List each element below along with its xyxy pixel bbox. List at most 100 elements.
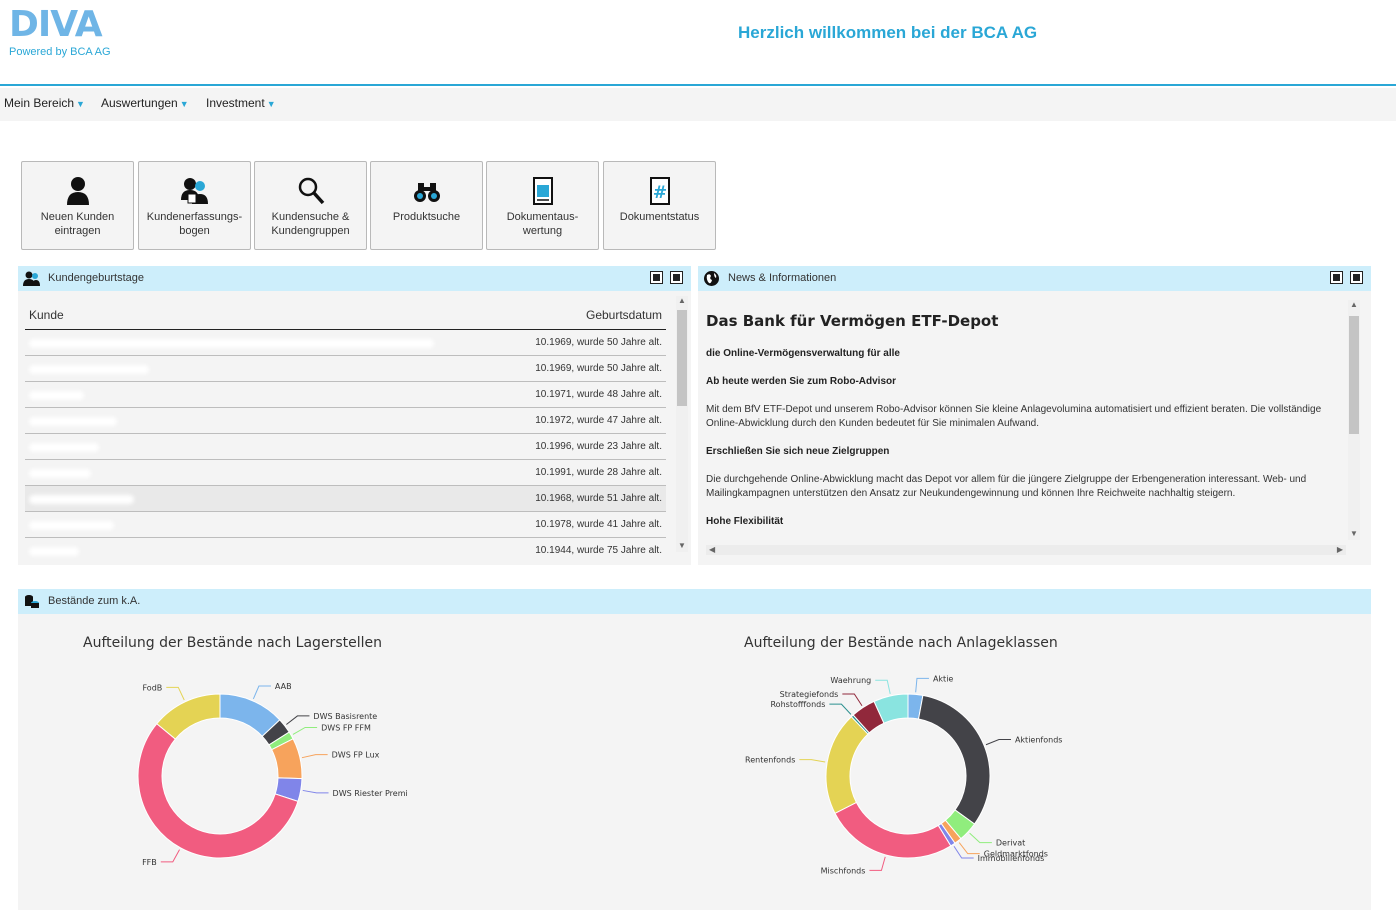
vertical-scrollbar[interactable]: ▲ ▼ [676,296,688,552]
donut-slice-ffb[interactable] [137,723,299,859]
table-row[interactable]: 10.1991, wurde 28 Jahre alt. [25,460,666,486]
vertical-scrollbar[interactable]: ▲ ▼ [1348,300,1360,540]
chevron-down-icon: ▼ [179,99,189,109]
table-row[interactable]: 10.1996, wurde 23 Jahre alt. [25,434,666,460]
label-connector [160,849,180,863]
nav-auswertungen[interactable]: Auswertungen ▼ [101,96,189,110]
redacted-name [29,391,84,400]
welcome-title: Herzlich willkommen bei der BCA AG [738,23,1038,42]
birthdate-cell: 10.1968, wurde 51 Jahre alt. [535,493,662,504]
chevron-down-icon: ▼ [266,99,276,109]
birthdate-cell: 10.1996, wurde 23 Jahre alt. [535,441,662,452]
scrollbar-thumb[interactable] [1349,316,1359,434]
minimize-icon[interactable] [1330,271,1343,284]
column-header-customer[interactable]: Kunde [29,308,64,322]
tile-label: Kundengruppen [271,225,350,237]
donut-slice-rentenfonds[interactable] [825,715,869,815]
donut-slice-waehrung[interactable] [873,693,909,724]
tile-label: Produktsuche [392,211,461,223]
tile-label: Kundensuche & [271,211,350,223]
tile-customer-form[interactable]: Kundenerfassungs-bogen [138,161,251,250]
panel-title: Bestände zum k.A. [48,595,141,607]
label-connector [799,759,826,763]
slice-label: DWS Riester Premi [333,789,408,798]
table-row[interactable]: 10.1968, wurde 51 Jahre alt. [25,486,666,512]
panel-title: Kundengeburtstage [48,272,145,284]
diva-logo[interactable]: DIVA Powered by BCA AG [9,6,111,59]
label-connector [292,726,318,735]
slice-label: Aktienfonds [1015,736,1062,745]
tile-document-evaluation[interactable]: Dokumentaus-wertung [486,161,599,250]
news-subheading: Erschließen Sie sich neue Zielgruppen [706,446,890,457]
scroll-up-icon[interactable]: ▲ [678,296,686,305]
coins-icon [25,595,39,608]
slice-label: FodB [142,683,162,692]
table-header-divider [25,329,666,330]
tile-label: Dokumentaus- [506,211,579,223]
main-navigation: Mein Bereich ▼ Auswertungen ▼ Investment ▼ [0,88,1396,121]
redacted-name [29,443,99,452]
news-subheading: die Online-Vermögensverwaltung für alle [706,348,900,359]
slice-label: FFB [142,858,157,867]
table-row[interactable]: 10.1944, wurde 75 Jahre alt. [25,538,666,564]
donut-slice-aktienfonds[interactable] [917,694,991,825]
donut-slice-mischfonds[interactable] [834,801,952,859]
users-group-icon [23,271,40,286]
tile-new-customer[interactable]: Neuen Kunden eintragen [21,161,134,250]
scroll-left-icon[interactable]: ◀ [709,545,716,554]
table-row[interactable]: 10.1978, wurde 41 Jahre alt. [25,512,666,538]
news-subheading: Hohe Flexibilität [706,516,784,527]
slice-label: Geldmarktfonds [984,850,1048,859]
scroll-down-icon[interactable]: ▼ [1350,529,1358,538]
tile-label: Kundenerfassungs- [146,211,243,223]
document-icon [487,176,598,206]
nav-investment[interactable]: Investment ▼ [206,96,276,110]
scroll-right-icon[interactable]: ▶ [1336,545,1343,554]
column-header-birthdate[interactable]: Geburtsdatum [586,308,663,322]
birthdays-panel: Kundengeburtstage Kunde Geburtsdatum 10.… [18,266,691,565]
redacted-name [29,417,117,426]
maximize-icon[interactable] [1350,271,1363,284]
table-row[interactable]: 10.1971, wurde 48 Jahre alt. [25,382,666,408]
tile-label: bogen [179,225,210,237]
label-connector [829,703,852,715]
slice-label: Aktie [933,674,953,683]
slice-label: AAB [275,682,292,691]
slice-label: Waehrung [830,676,871,685]
scroll-down-icon[interactable]: ▼ [678,541,686,550]
tile-product-search[interactable]: Produktsuche [370,161,483,250]
label-connector [969,832,992,844]
birthdate-cell: 10.1991, wurde 28 Jahre alt. [535,467,662,478]
table-row[interactable]: 10.1969, wurde 50 Jahre alt. [25,330,666,356]
table-row[interactable]: 10.1969, wurde 50 Jahre alt. [25,356,666,382]
minimize-icon[interactable] [650,271,663,284]
label-connector [252,685,271,700]
slice-label: Derivat [996,839,1025,848]
binoculars-icon [371,176,482,206]
scroll-up-icon[interactable]: ▲ [1350,300,1358,309]
redacted-name [29,547,79,556]
header: DIVA Powered by BCA AG Herzlich willkomm… [0,0,1396,86]
tile-customer-search[interactable]: Kundensuche & Kundengruppen [254,161,367,250]
birthdate-cell: 10.1944, wurde 75 Jahre alt. [535,545,662,556]
donut-slice-fodb[interactable] [156,693,221,740]
slice-label: Rentenfonds [745,756,795,765]
tile-document-status[interactable]: # Dokumentstatus [603,161,716,250]
redacted-name [29,469,91,478]
label-connector [875,679,891,695]
hash-document-icon: # [604,176,715,206]
redacted-name [29,339,434,348]
nav-mein-bereich[interactable]: Mein Bereich ▼ [4,96,85,110]
slice-label: Immobilienfonds [978,854,1045,863]
horizontal-scrollbar[interactable]: ◀ ▶ [706,545,1346,555]
user-icon [22,176,133,206]
slice-label: Mischfonds [821,866,866,875]
table-row[interactable]: 10.1972, wurde 47 Jahre alt. [25,408,666,434]
news-panel-header: News & Informationen [698,266,1371,291]
scrollbar-thumb[interactable] [677,310,687,406]
label-connector [166,686,185,701]
maximize-icon[interactable] [670,271,683,284]
donut-chart-custodians: AAB DWS Basisrente DWS FP FFM DWS FP Lux DWS… [137,682,408,867]
redacted-name [29,365,149,374]
svg-text:#: # [652,183,666,203]
